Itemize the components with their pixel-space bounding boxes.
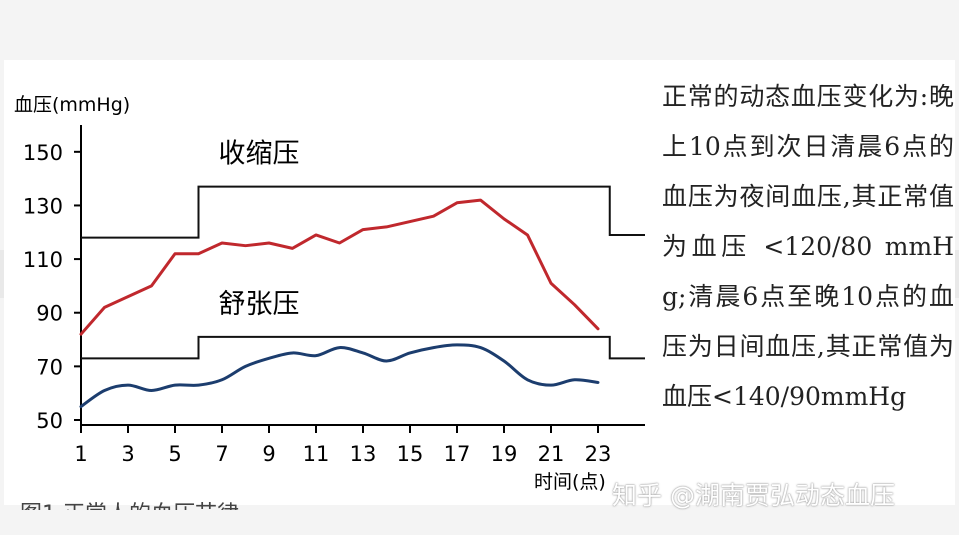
figure-panel (4, 60, 955, 505)
threshold-label-2: 舒张压 (219, 289, 300, 320)
y-tick-label: 50 (36, 409, 63, 433)
x-axis-label: 时间(点) (534, 471, 606, 493)
x-tick-label: 21 (538, 442, 565, 466)
x-tick-label: 1 (74, 442, 87, 466)
y-tick-label: 110 (23, 248, 63, 272)
y-tick-label: 130 (23, 194, 63, 218)
explanation-text: 正常的动态血压变化为:晚上10点到次日清晨6点的血压为夜间血压,其正常值为血压 … (662, 82, 954, 411)
watermark: 知乎 @湖南贾弘动态血压 (612, 481, 895, 510)
threshold-label-1: 收缩压 (219, 139, 300, 170)
series-line-2 (79, 343, 600, 409)
x-tick-label: 15 (397, 442, 424, 466)
x-tick-label: 23 (585, 442, 612, 466)
threshold-line-1 (81, 185, 645, 239)
x-tick-label: 17 (444, 442, 471, 466)
x-tick-label: 3 (121, 442, 134, 466)
y-tick-label: 150 (23, 141, 63, 165)
x-tick-label: 11 (303, 442, 330, 466)
series-line-1 (79, 198, 600, 336)
x-tick-label: 5 (168, 442, 181, 466)
y-axis-label: 血压(mmHg) (14, 94, 130, 116)
x-tick-label: 19 (491, 442, 518, 466)
x-tick-label: 7 (215, 442, 228, 466)
x-tick-label: 9 (262, 442, 275, 466)
figure-caption: 图1 正常人的血压节律 (20, 496, 239, 510)
x-tick-label: 13 (350, 442, 377, 466)
threshold-line-2 (81, 335, 645, 360)
y-tick-label: 70 (36, 355, 63, 379)
y-tick-label: 90 (36, 302, 63, 326)
